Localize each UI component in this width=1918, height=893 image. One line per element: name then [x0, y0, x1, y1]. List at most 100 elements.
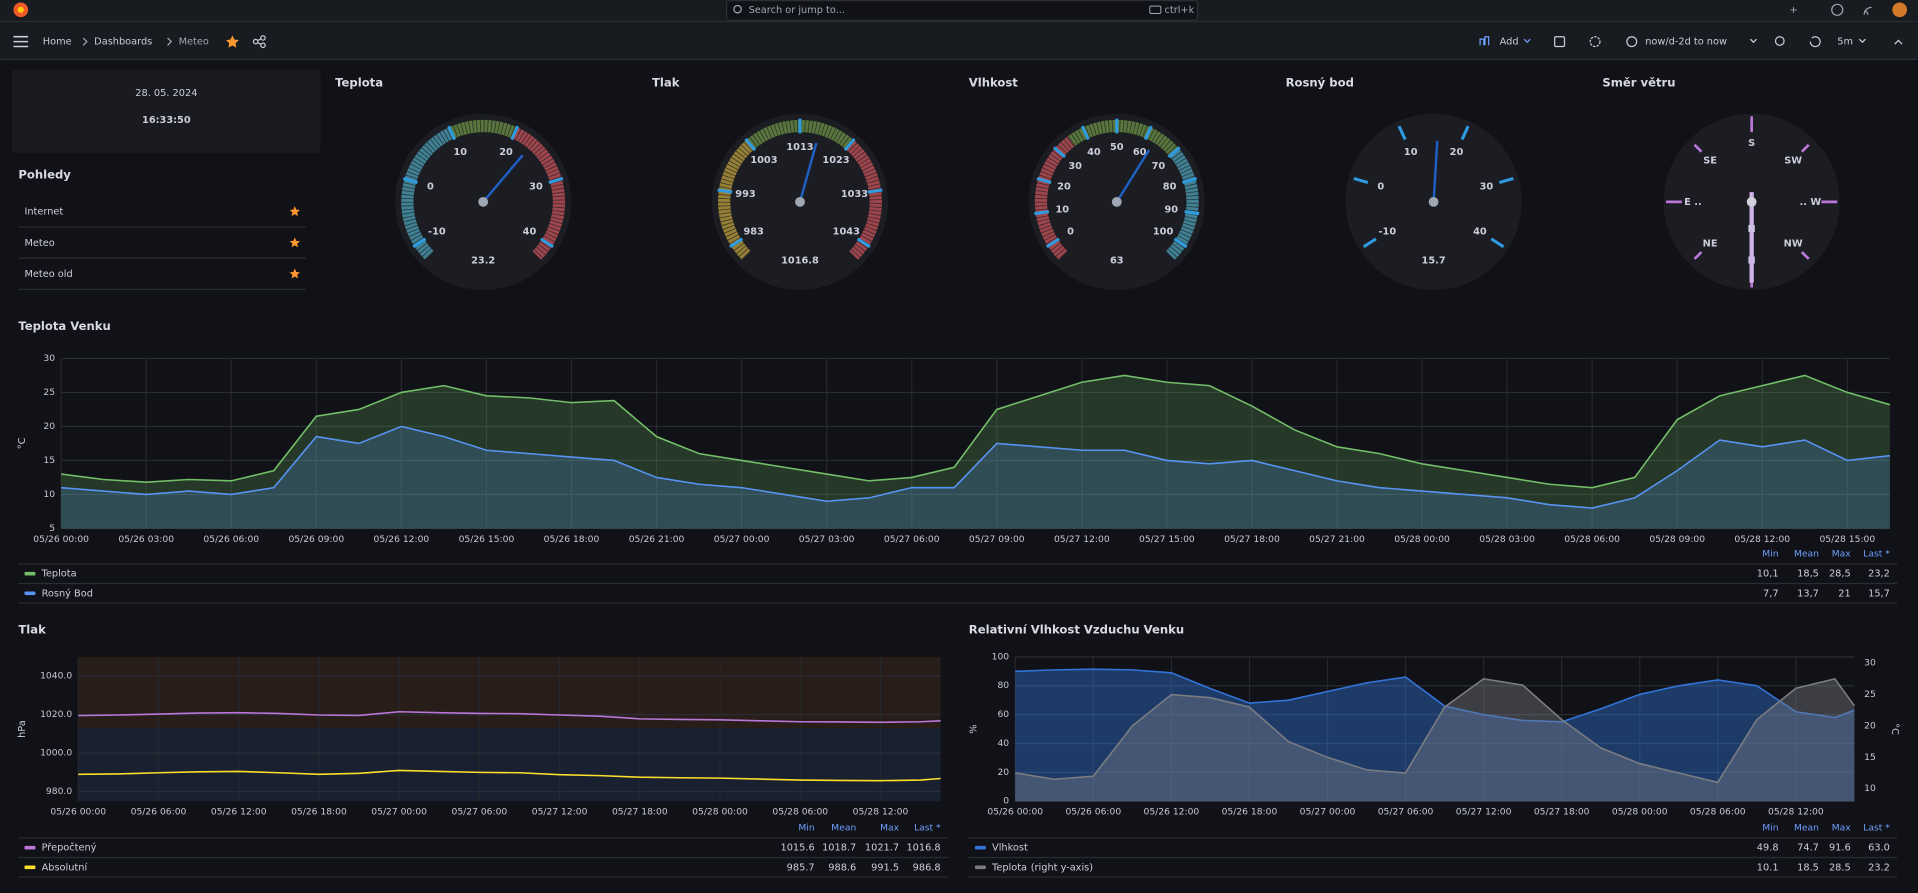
- breadcrumb-separator: [167, 37, 173, 46]
- x-tick-label: 05/28 06:00: [1690, 807, 1746, 818]
- favorite-star[interactable]: [226, 35, 239, 48]
- legend-header: Mean: [1794, 823, 1819, 834]
- gauge-hub: [478, 196, 489, 207]
- legend-header: Mean: [831, 823, 856, 834]
- share-icon[interactable]: [252, 35, 266, 49]
- series-line: [61, 425, 1890, 509]
- y-tick-label: 15: [43, 455, 55, 466]
- refresh-interval[interactable]: 5m: [1837, 37, 1853, 48]
- legend-header: Min: [1762, 549, 1778, 560]
- gauge-tick-label: 30: [1480, 181, 1494, 192]
- compass-tick: [1693, 251, 1703, 260]
- legend-stat: 1018.7: [822, 843, 856, 854]
- legend-stat: 18,5: [1797, 569, 1819, 580]
- legend-name[interactable]: Přepočtený: [42, 842, 97, 854]
- search-box[interactable]: [725, 0, 1199, 21]
- legend-stat: 1016.8: [906, 843, 940, 854]
- settings-icon[interactable]: [1589, 36, 1601, 48]
- collapse-icon[interactable]: [1894, 39, 1903, 45]
- compass-hub: [1746, 196, 1757, 207]
- news-icon[interactable]: [1863, 6, 1872, 15]
- series-line: [1015, 677, 1856, 784]
- link-item[interactable]: Meteo: [24, 238, 54, 249]
- legend-header: Max: [1832, 549, 1852, 560]
- link-item[interactable]: Internet: [24, 207, 63, 218]
- compass-value: N: [1748, 224, 1756, 235]
- y-tick-label: 100: [992, 651, 1010, 662]
- save-icon[interactable]: [1554, 36, 1566, 48]
- avatar[interactable]: [1892, 2, 1907, 18]
- gauge-tick-label: -10: [1378, 227, 1396, 238]
- x-tick-label: 05/27 00:00: [371, 807, 427, 818]
- new-button[interactable]: +: [1790, 5, 1798, 16]
- gauge-tick-label: 10: [1056, 205, 1070, 216]
- x-tick-label: 05/26 00:00: [33, 534, 89, 545]
- add-button[interactable]: Add: [1500, 37, 1519, 48]
- gauge-tick-label: 40: [1087, 147, 1101, 158]
- y-axis-label: %: [969, 724, 980, 733]
- y-tick-label: 25: [43, 387, 55, 398]
- x-tick-label: 05/27 03:00: [799, 534, 855, 545]
- series-area: [61, 375, 1890, 529]
- compass-label: SE: [1703, 155, 1717, 166]
- gauge-tick: [744, 137, 757, 152]
- gauge-needle: [1432, 140, 1439, 202]
- gauge-tick-label: 10: [454, 147, 468, 158]
- gauge-tick: [1034, 210, 1050, 216]
- gauge-tick: [1362, 237, 1377, 249]
- gauge-tick-label: 0: [1067, 227, 1074, 238]
- gauge-graduation: [1067, 119, 1179, 157]
- legend-name[interactable]: Teplota: [41, 569, 77, 580]
- gauge-tick-label: 90: [1164, 205, 1178, 216]
- y-tick-label: 40: [997, 738, 1009, 749]
- x-tick-label: 05/28 09:00: [1649, 534, 1705, 545]
- x-tick-label: 05/26 18:00: [1222, 807, 1278, 818]
- compass-label: S: [1748, 138, 1755, 149]
- x-tick-label: 05/27 06:00: [452, 807, 508, 818]
- gauge-tick-label: 1023: [822, 155, 849, 166]
- x-tick-label: 05/28 06:00: [1564, 534, 1620, 545]
- legend-swatch: [24, 591, 36, 596]
- legend-name[interactable]: Vlhkost: [992, 843, 1028, 854]
- gauge-tick: [1080, 125, 1090, 141]
- refresh-icon[interactable]: [1809, 36, 1821, 48]
- help-icon[interactable]: [1831, 3, 1844, 16]
- legend-header: Last *: [914, 823, 941, 834]
- zoom-out-icon[interactable]: [1774, 36, 1785, 46]
- gauge-tick: [1397, 125, 1407, 141]
- legend-header: Max: [1832, 823, 1852, 834]
- x-tick-label: 05/27 18:00: [1224, 534, 1280, 545]
- legend-stat: 10,1: [1757, 569, 1779, 580]
- x-tick-label: 05/26 18:00: [544, 534, 600, 545]
- series-line: [61, 374, 1891, 489]
- x-tick-label: 05/27 18:00: [612, 807, 668, 818]
- panel-title: Tlak: [652, 76, 680, 90]
- menu-icon[interactable]: [13, 35, 29, 48]
- y-tick-label: 30: [43, 353, 55, 364]
- gauge-tick: [1045, 237, 1060, 249]
- breadcrumb-item[interactable]: Home: [43, 37, 72, 48]
- breadcrumb-item[interactable]: Dashboards: [94, 37, 152, 48]
- compass-tick: [1800, 143, 1810, 153]
- legend-stat: 91.6: [1829, 843, 1851, 854]
- compass-tick: [1800, 251, 1810, 260]
- threshold-band: [78, 656, 941, 729]
- legend-name[interactable]: Rosný Bod: [42, 587, 93, 599]
- gauge-tick: [867, 188, 883, 194]
- link-item[interactable]: Meteo old: [24, 269, 72, 280]
- panel-title: Vlhkost: [969, 76, 1019, 90]
- y2-tick-label: 25: [1864, 689, 1876, 700]
- gauge-needle: [798, 142, 818, 203]
- gauge-tick: [1173, 237, 1188, 249]
- clock-time: 16:33:50: [142, 115, 191, 126]
- x-tick-label: 05/26 06:00: [131, 807, 187, 818]
- x-tick-label: 05/26 12:00: [374, 534, 430, 545]
- gauge-tick-label: 1043: [833, 227, 860, 238]
- legend-name[interactable]: Absolutní: [42, 861, 88, 873]
- legend-name[interactable]: Teplota: [991, 862, 1027, 873]
- gauge-tick-label: 1033: [841, 189, 868, 200]
- time-range-picker[interactable]: now/d-2d to now: [1645, 37, 1727, 48]
- x-tick-label: 05/28 06:00: [772, 807, 828, 818]
- series-area: [1015, 678, 1855, 802]
